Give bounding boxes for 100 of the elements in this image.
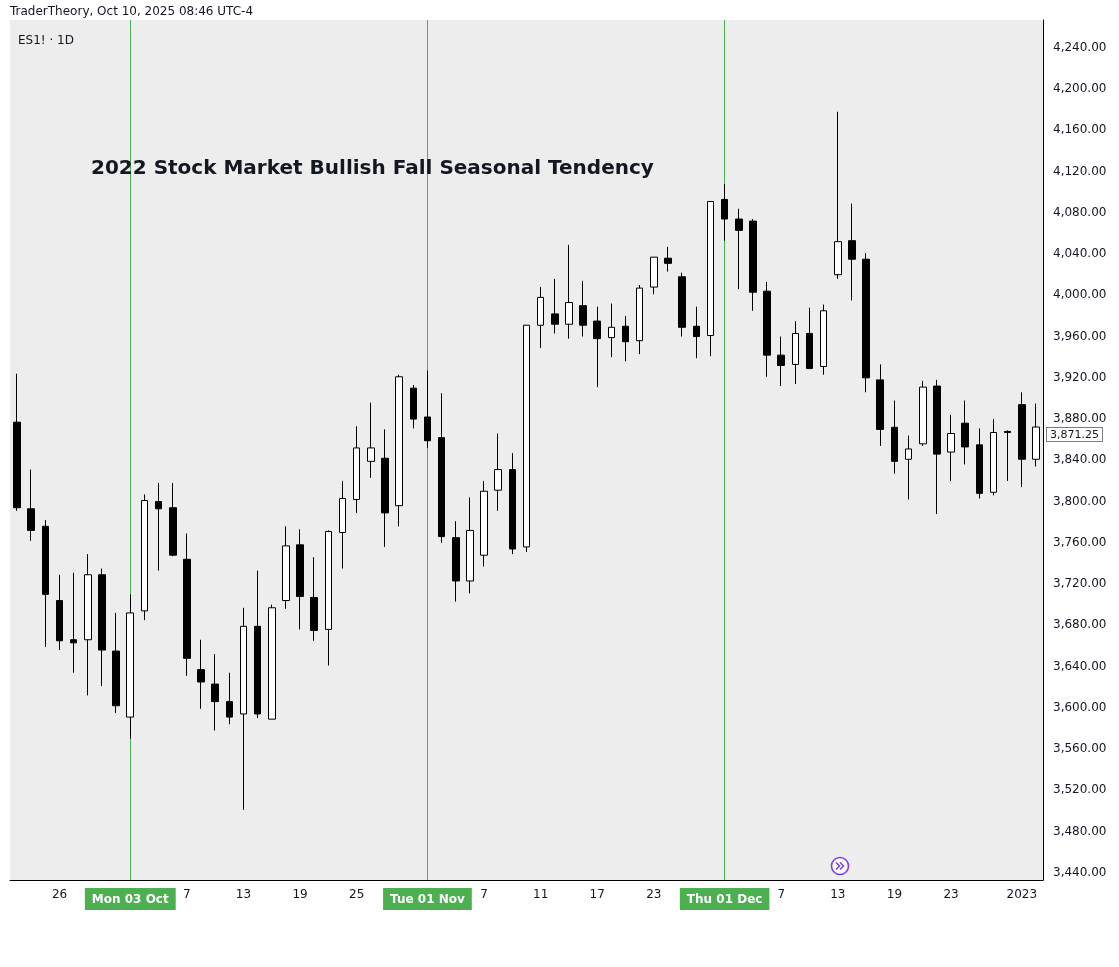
candlestick — [282, 525, 290, 610]
x-tick-label: 13 — [235, 887, 252, 901]
candlestick — [268, 604, 276, 720]
candlestick — [183, 533, 191, 677]
candlestick — [438, 392, 445, 544]
candlestick — [353, 425, 360, 514]
x-tick-label: Tue 01 Nov — [390, 892, 465, 906]
candlestick — [664, 246, 672, 273]
candlestick — [466, 496, 474, 594]
candlestick — [325, 529, 332, 667]
x-tick-label: 7 — [777, 887, 786, 901]
candlestick — [834, 111, 842, 280]
candlestick — [848, 203, 856, 301]
y-tick-label: 3,760.00 — [1053, 534, 1107, 549]
y-tick-label: 3,920.00 — [1053, 369, 1107, 384]
candlestick — [905, 435, 912, 500]
candlestick — [1018, 391, 1026, 488]
candlestick — [636, 284, 643, 355]
x-tick-label: 11 — [533, 887, 549, 901]
candlestick — [381, 428, 389, 548]
candlestick — [990, 418, 997, 496]
x-tick-label: 7 — [183, 887, 191, 901]
candlestick — [339, 480, 346, 570]
candlestick — [792, 320, 799, 385]
candlestick — [1004, 429, 1011, 482]
y-tick-label: 4,000.00 — [1053, 287, 1107, 302]
candlestick — [410, 384, 417, 429]
y-tick-label: 4,160.00 — [1053, 122, 1107, 137]
candlestick — [579, 280, 587, 338]
candlestick — [862, 252, 870, 393]
candlestick — [593, 306, 601, 388]
candlestick — [395, 374, 403, 527]
candlestick — [820, 304, 827, 376]
candlestick — [693, 306, 700, 359]
x-tick-label: 25 — [349, 887, 365, 901]
candlestick — [749, 218, 757, 312]
x-tick-label: Mon 03 Oct — [91, 892, 169, 906]
x-tick-label: 19 — [292, 887, 308, 901]
candlestick — [1032, 403, 1040, 467]
x-tick-label: 17 — [589, 887, 605, 901]
candlestick — [98, 568, 106, 687]
candlestick — [494, 433, 502, 512]
candlestick — [27, 469, 35, 542]
candlestick — [678, 272, 686, 338]
y-tick-label: 4,200.00 — [1053, 81, 1107, 96]
candlestick — [424, 370, 431, 449]
y-tick-label: 3,680.00 — [1053, 617, 1107, 632]
candlestick — [919, 380, 927, 447]
candlestick — [976, 427, 983, 499]
candlestick — [650, 256, 658, 295]
candlestick — [42, 519, 49, 648]
candlestick — [254, 570, 261, 719]
y-tick-label: 4,240.00 — [1053, 39, 1107, 54]
candlestick — [565, 244, 573, 340]
y-tick-label: 3,560.00 — [1053, 741, 1107, 756]
candlestick — [112, 612, 120, 714]
candlestick — [721, 183, 728, 242]
candlestick — [155, 482, 162, 572]
x-tick-label: 23 — [943, 887, 959, 901]
y-tick-label: 3,600.00 — [1053, 699, 1107, 714]
annotation: ES1! · 1D — [18, 33, 74, 47]
x-tick-label: Thu 01 Dec — [686, 892, 763, 906]
candlestick — [240, 607, 247, 811]
y-tick-label: 4,120.00 — [1053, 163, 1107, 178]
candlestick — [296, 528, 304, 630]
candlestick — [763, 281, 771, 378]
candlestick — [891, 400, 898, 475]
candlestick — [707, 200, 714, 357]
candlestick — [13, 373, 21, 512]
candlestick — [367, 402, 375, 479]
y-tick-label: 3,720.00 — [1053, 576, 1107, 591]
candlestick — [622, 315, 629, 362]
candlestick — [608, 303, 615, 358]
candlestick — [211, 653, 219, 731]
x-tick-label: 23 — [646, 887, 662, 901]
candlestick — [933, 379, 941, 515]
candlestick — [310, 556, 318, 642]
candlestick — [947, 414, 955, 482]
y-tick-label: 3,480.00 — [1053, 823, 1107, 838]
candlestick — [126, 593, 134, 740]
candlestick — [551, 278, 559, 334]
x-tick-label: 26 — [51, 887, 68, 901]
y-tick-label: 3,960.00 — [1053, 328, 1107, 343]
candlestick — [735, 208, 743, 290]
y-tick-label: 3,840.00 — [1053, 452, 1107, 467]
y-tick-label: 4,080.00 — [1053, 204, 1107, 219]
candlestick — [537, 286, 544, 349]
y-tick-label: 3,640.00 — [1053, 658, 1107, 673]
x-tick-label: 13 — [830, 887, 846, 901]
candlestick — [777, 336, 785, 387]
candlestick — [452, 520, 460, 603]
candlestick — [480, 480, 488, 568]
y-tick-label: 3,440.00 — [1053, 864, 1107, 879]
candlestick — [197, 639, 205, 710]
candlestick — [56, 574, 63, 651]
candlestick — [84, 553, 92, 696]
candlestick — [226, 672, 233, 725]
candlestick — [141, 493, 148, 621]
x-tick-label: 2023 — [1006, 887, 1038, 901]
candlestick — [523, 324, 530, 553]
